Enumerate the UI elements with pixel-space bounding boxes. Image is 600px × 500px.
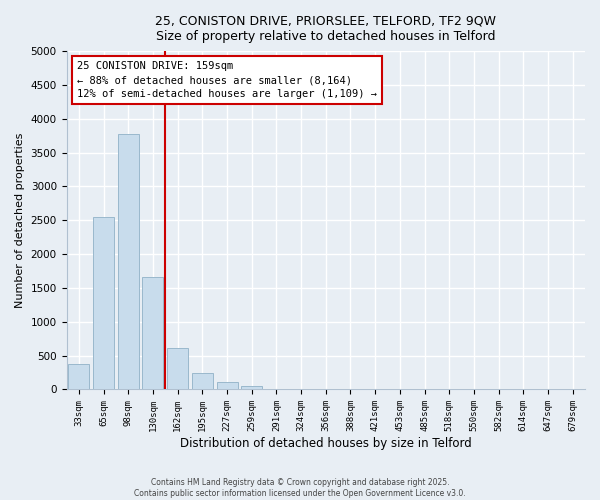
Bar (217, 382, 238, 390)
Text: 25 CONISTON DRIVE: 159sqm
← 88% of detached houses are smaller (8,164)
12% of se: 25 CONISTON DRIVE: 159sqm ← 88% of detac… (77, 62, 377, 100)
Bar (192, 373, 213, 390)
Y-axis label: Number of detached properties: Number of detached properties (15, 132, 25, 308)
Text: Contains HM Land Registry data © Crown copyright and database right 2025.
Contai: Contains HM Land Registry data © Crown c… (134, 478, 466, 498)
Bar (118, 134, 139, 390)
X-axis label: Distribution of detached houses by size in Telford: Distribution of detached houses by size … (180, 437, 472, 450)
Bar (68, 364, 89, 390)
Bar (142, 277, 163, 390)
Bar (93, 217, 114, 390)
Title: 25, CONISTON DRIVE, PRIORSLEE, TELFORD, TF2 9QW
Size of property relative to det: 25, CONISTON DRIVE, PRIORSLEE, TELFORD, … (155, 15, 496, 43)
Bar (241, 386, 262, 390)
Bar (167, 348, 188, 390)
